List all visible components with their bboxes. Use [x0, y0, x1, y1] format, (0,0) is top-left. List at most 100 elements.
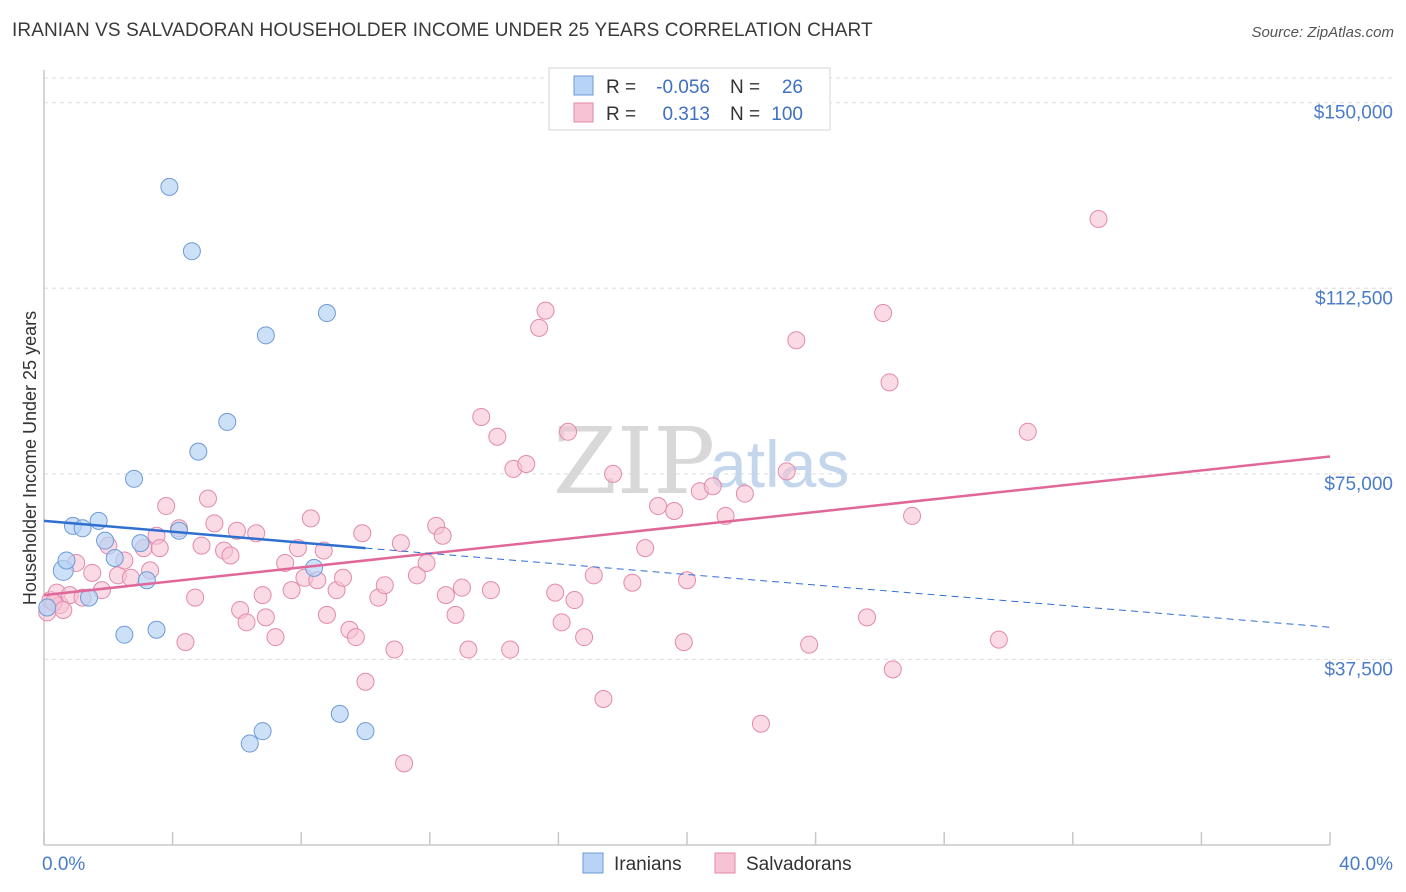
iranians-trend-line-extrapolated	[365, 547, 1331, 628]
source-label: Source: ZipAtlas.com	[1251, 24, 1394, 41]
iranian-point	[96, 531, 115, 550]
salvadoran-point	[989, 630, 1008, 649]
salvadoran-point	[559, 422, 578, 441]
salvadoran-point	[433, 526, 452, 545]
salvadoran-point	[1089, 210, 1108, 229]
iranians-points	[38, 177, 375, 753]
salvadoran-point	[488, 427, 507, 446]
salvadoran-point	[472, 407, 491, 426]
salvadoran-point	[266, 628, 285, 647]
watermark-zip: ZIP	[553, 408, 715, 515]
salvadoran-point	[446, 605, 465, 624]
salvadoran-point	[880, 373, 899, 392]
iranian-point	[131, 534, 150, 553]
iranian-point	[38, 598, 57, 617]
iranians-trend-line	[43, 519, 366, 550]
salvadoran-point	[121, 568, 140, 587]
y-tick-labels: $150,000 $112,500 $75,000 $37,500	[1314, 103, 1393, 681]
salvadoran-point	[777, 462, 796, 481]
salvadoran-point	[594, 690, 613, 709]
salvadoran-point	[253, 586, 272, 605]
iranian-point	[57, 551, 76, 570]
salvadoran-point	[665, 501, 684, 520]
iranian-point	[147, 620, 166, 639]
salvadoran-point	[317, 605, 336, 624]
y-axis-label: Householder Income Under 25 years	[20, 311, 40, 605]
legend-n-label-1: N =	[730, 77, 760, 98]
axes	[43, 70, 1331, 846]
salvadoran-point	[452, 578, 471, 597]
salvadoran-point	[346, 628, 365, 647]
iranian-point	[182, 242, 201, 261]
iranian-point	[240, 734, 259, 753]
salvadoran-point	[883, 660, 902, 679]
salvadoran-point	[874, 304, 893, 323]
salvadoran-point	[198, 489, 217, 508]
chart-title: IRANIAN VS SALVADORAN HOUSEHOLDER INCOME…	[12, 20, 873, 41]
legend-swatch-salvadorans	[573, 102, 594, 123]
bottom-legend: Iranians Salvadorans	[582, 852, 852, 875]
iranian-point	[256, 326, 275, 345]
bottom-legend-salvadorans: Salvadorans	[746, 854, 852, 875]
iranian-point	[253, 722, 272, 741]
salvadoran-point	[176, 633, 195, 652]
y-tick-label: $112,500	[1315, 288, 1393, 309]
salvadoran-point	[375, 576, 394, 595]
salvadorans-trend-line	[43, 455, 1331, 597]
salvadoran-point	[703, 477, 722, 496]
salvadoran-point	[501, 640, 520, 659]
watermark: ZIP atlas	[553, 408, 849, 515]
salvadoran-point	[205, 514, 224, 533]
salvadoran-point	[256, 608, 275, 627]
salvadoran-point	[903, 506, 922, 525]
x-tick-label-max: 40.0%	[1339, 854, 1393, 875]
salvadoran-point	[157, 497, 176, 516]
bottom-legend-swatch-salvadorans	[714, 852, 736, 874]
salvadoran-point	[391, 534, 410, 553]
salvadoran-point	[356, 672, 375, 691]
salvadoran-point	[333, 568, 352, 587]
salvadoran-point	[565, 591, 584, 610]
salvadoran-point	[604, 464, 623, 483]
salvadoran-point	[678, 571, 696, 590]
salvadoran-point	[636, 539, 655, 558]
legend-frame	[548, 67, 831, 131]
x-tick-label-min: 0.0%	[42, 854, 85, 875]
salvadoran-point	[227, 521, 246, 540]
iranian-point	[189, 442, 208, 461]
salvadoran-point	[282, 581, 301, 600]
legend-r-value-1: -0.056	[656, 77, 710, 98]
legend-box: R = -0.056 N = 26 R = 0.313 N = 100	[548, 67, 831, 131]
salvadoran-point	[623, 573, 642, 592]
legend-r-label-1: R =	[606, 77, 636, 98]
legend-r-value-2: 0.313	[662, 104, 710, 125]
salvadoran-point	[530, 318, 549, 337]
salvadoran-point	[276, 553, 295, 572]
iranian-point	[73, 519, 92, 538]
iranian-point	[356, 722, 375, 741]
salvadoran-point	[552, 613, 571, 632]
salvadoran-point	[787, 331, 806, 350]
legend-n-value-2: 100	[771, 104, 803, 125]
iranian-point	[330, 704, 349, 723]
iranian-point	[125, 469, 144, 488]
bottom-legend-iranians: Iranians	[614, 854, 682, 875]
salvadoran-point	[54, 600, 73, 619]
salvadoran-point	[301, 509, 320, 528]
iranian-point	[105, 548, 124, 567]
salvadoran-point	[395, 754, 414, 773]
salvadoran-point	[150, 539, 169, 558]
salvadoran-point	[575, 628, 594, 647]
salvadoran-point	[83, 563, 102, 582]
salvadoran-point	[481, 581, 500, 600]
salvadoran-point	[1018, 422, 1037, 441]
salvadoran-point	[735, 484, 754, 503]
salvadoran-point	[237, 613, 256, 632]
legend-n-value-1: 26	[782, 77, 803, 98]
iranian-point	[137, 571, 156, 590]
watermark-atlas: atlas	[710, 427, 849, 501]
legend-r-label-2: R =	[606, 104, 636, 125]
salvadoran-point	[517, 454, 536, 473]
iranian-point	[317, 304, 336, 323]
salvadoran-point	[417, 553, 436, 572]
